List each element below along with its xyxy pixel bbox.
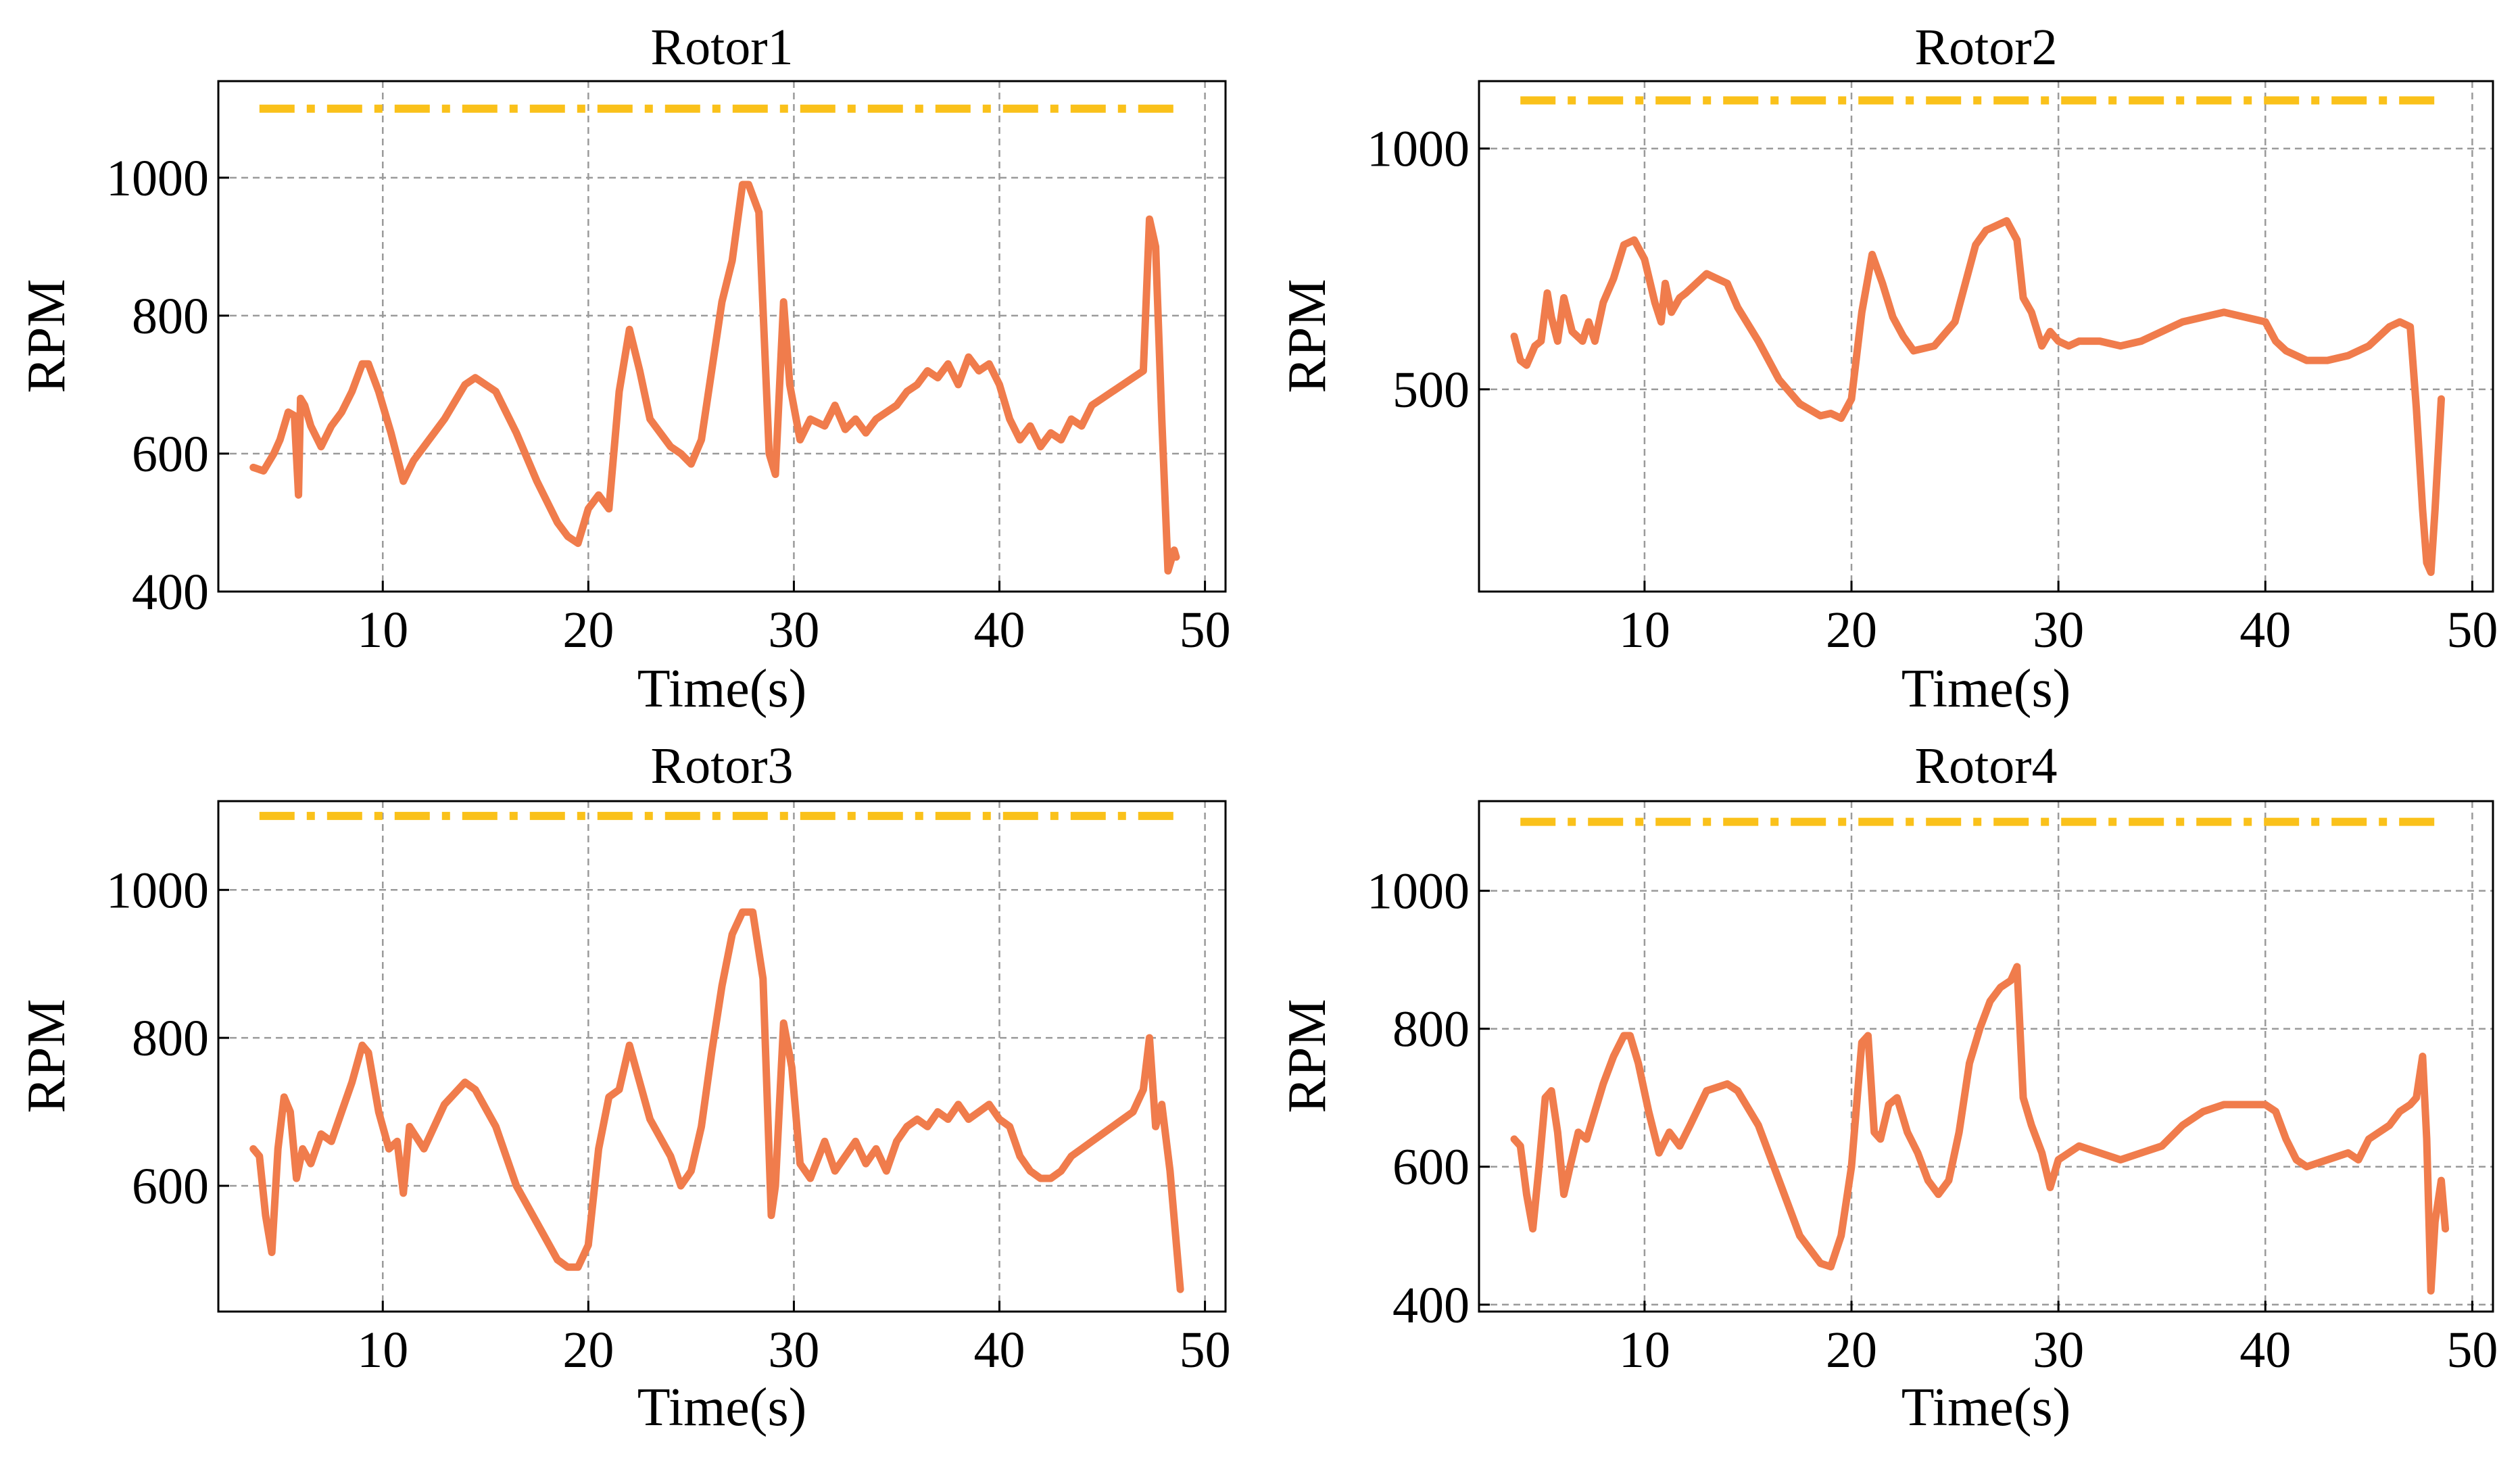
y-tick-label: 1000 xyxy=(106,862,209,919)
y-tick-label: 400 xyxy=(132,564,209,621)
subplot-title: Rotor1 xyxy=(650,19,793,76)
subplot-title: Rotor3 xyxy=(650,738,793,794)
x-tick-label: 30 xyxy=(2033,1322,2084,1378)
x-tick-label: 40 xyxy=(974,1322,1025,1378)
y-axis-label: RPM xyxy=(17,999,76,1113)
y-tick-label: 800 xyxy=(1392,1001,1470,1058)
x-tick-label: 10 xyxy=(357,1322,408,1378)
y-tick-label: 1000 xyxy=(1367,121,1470,178)
x-tick-label: 10 xyxy=(357,602,408,658)
x-tick-label: 40 xyxy=(2239,602,2291,658)
y-tick-label: 600 xyxy=(1392,1139,1470,1196)
y-tick-label: 400 xyxy=(1392,1277,1470,1334)
x-tick-label: 30 xyxy=(768,602,819,658)
y-tick-label: 1000 xyxy=(1367,863,1470,920)
subplot-rotor3: Rotor3 Time(s) RPM 10 20 30 40 50 600 800 1000 xyxy=(17,738,1231,1437)
y-tick-label: 800 xyxy=(132,288,209,345)
subplot-rotor2: Rotor2 Time(s) RPM 10 20 30 40 50 500 1000 xyxy=(1278,19,2498,719)
subplot-title: Rotor4 xyxy=(1914,738,2057,794)
x-tick-label: 40 xyxy=(2239,1322,2291,1378)
x-tick-label: 50 xyxy=(2446,602,2498,658)
x-axis-label: Time(s) xyxy=(637,1378,806,1437)
y-tick-label: 600 xyxy=(132,426,209,483)
x-tick-label: 20 xyxy=(1826,602,1877,658)
subplot-rotor4: Rotor4 Time(s) RPM 10 20 30 40 50 400 600 800 10… xyxy=(1278,738,2498,1437)
x-tick-label: 40 xyxy=(974,602,1025,658)
plot-frame xyxy=(217,800,1227,1313)
subplot-rotor1: Rotor1 Time(s) RPM 10 20 30 40 50 400 600 800 10… xyxy=(17,19,1231,719)
rpm-series-line xyxy=(1510,963,2450,1295)
plot-frame xyxy=(1478,800,2494,1313)
x-tick-label: 50 xyxy=(1180,602,1231,658)
plot-frame xyxy=(1478,80,2494,593)
rpm-series-line xyxy=(1510,217,2445,576)
y-axis-label: RPM xyxy=(17,279,76,393)
plot-frame xyxy=(217,80,1227,593)
x-tick-label: 10 xyxy=(1619,602,1670,658)
x-tick-label: 10 xyxy=(1619,1322,1670,1378)
x-tick-label: 20 xyxy=(1826,1322,1877,1378)
y-tick-label: 1000 xyxy=(106,150,209,207)
y-tick-label: 600 xyxy=(132,1158,209,1215)
rpm-series-line xyxy=(249,181,1180,575)
subplot-title: Rotor2 xyxy=(1914,19,2057,76)
x-tick-label: 20 xyxy=(562,1322,614,1378)
x-tick-label: 30 xyxy=(2033,602,2084,658)
y-tick-label: 800 xyxy=(132,1010,209,1067)
rpm-series-line xyxy=(249,908,1184,1293)
x-tick-label: 50 xyxy=(2446,1322,2498,1378)
x-tick-label: 20 xyxy=(562,602,614,658)
x-tick-label: 30 xyxy=(768,1322,819,1378)
x-tick-label: 50 xyxy=(1180,1322,1231,1378)
y-axis-label: RPM xyxy=(1278,279,1337,393)
x-axis-label: Time(s) xyxy=(637,659,806,719)
x-axis-label: Time(s) xyxy=(1901,1378,2070,1437)
y-tick-label: 500 xyxy=(1392,362,1470,418)
x-axis-label: Time(s) xyxy=(1901,659,2070,719)
y-axis-label: RPM xyxy=(1278,999,1337,1113)
